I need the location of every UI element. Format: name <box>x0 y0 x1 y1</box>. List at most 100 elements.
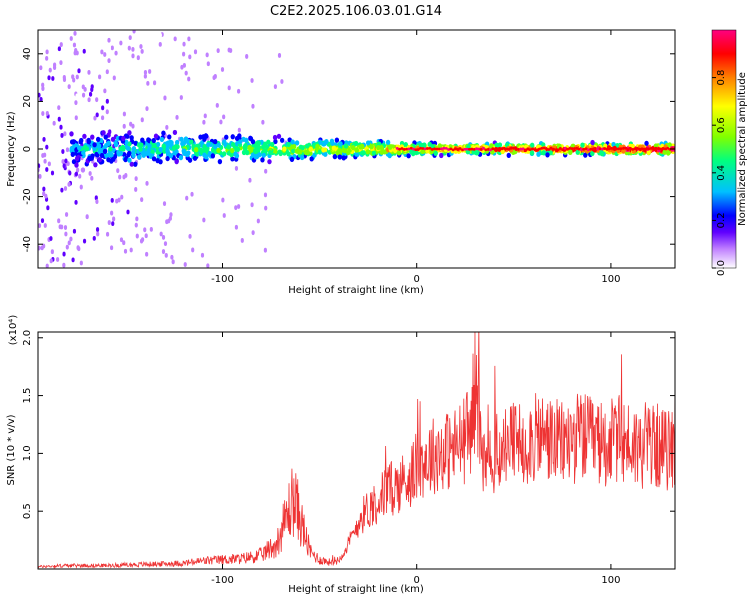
noise-point <box>129 99 134 105</box>
band-point <box>262 141 268 147</box>
noise-point <box>206 61 210 67</box>
band-point <box>253 148 258 155</box>
noise-point <box>149 226 153 232</box>
noise-point <box>47 75 51 81</box>
band-point <box>146 147 151 154</box>
band-point <box>276 133 282 139</box>
band-point <box>95 136 101 142</box>
band-core-point <box>638 147 642 151</box>
band-point <box>354 151 359 157</box>
noise-point <box>89 224 93 230</box>
band-point <box>161 130 166 136</box>
noise-point <box>182 51 186 57</box>
band-point <box>224 134 229 140</box>
noise-point <box>63 131 67 137</box>
band-core-point <box>593 148 597 152</box>
band-point <box>116 151 122 157</box>
band-point <box>192 155 198 161</box>
band-point <box>338 141 343 147</box>
noise-point <box>146 81 150 86</box>
noise-point <box>144 233 148 239</box>
noise-point <box>85 214 89 220</box>
noise-point <box>248 177 252 183</box>
band-point <box>77 145 82 151</box>
band-core-point <box>516 148 520 151</box>
band-point <box>279 137 285 143</box>
band-point <box>529 150 535 156</box>
noise-point <box>199 221 203 227</box>
band-point <box>118 146 123 152</box>
noise-point <box>187 36 191 42</box>
band-point <box>297 149 303 155</box>
band-core-point <box>426 147 430 150</box>
noise-point <box>129 185 133 191</box>
band-point <box>304 143 310 149</box>
band-point <box>129 161 134 167</box>
band-point <box>439 152 444 159</box>
band-point <box>87 156 93 162</box>
band-core-point <box>458 147 462 150</box>
noise-point <box>122 240 126 246</box>
band-point <box>536 151 541 157</box>
band-core-point <box>605 147 609 151</box>
noise-point <box>234 205 238 211</box>
noise-point <box>216 48 220 53</box>
noise-point <box>264 168 268 174</box>
figure-title: C2E2.2025.106.03.01.G14 <box>270 4 442 19</box>
band-point <box>151 156 157 162</box>
noise-point <box>259 103 263 109</box>
colorbar-label: Normalized spectral amplitude <box>737 72 748 226</box>
colorbar: 0.0 0.2 0.4 0.6 0.8 Normalized spectral ampl… <box>711 29 748 276</box>
noise-point <box>65 147 70 153</box>
noise-point <box>158 41 162 47</box>
snr-x-ticks: -100 0 100 <box>211 332 620 586</box>
band-point <box>379 144 384 151</box>
band-core-point <box>507 147 511 151</box>
noise-point <box>98 74 102 80</box>
spectrogram-y-axis-label: Frequency (Hz) <box>6 111 17 187</box>
x-tick-label: 0 <box>414 575 420 586</box>
band-point <box>125 145 131 151</box>
noise-point <box>132 30 136 34</box>
band-point <box>277 149 282 155</box>
noise-point <box>240 238 244 243</box>
noise-point <box>139 238 144 244</box>
band-point <box>103 142 109 149</box>
noise-point <box>74 199 78 205</box>
band-point <box>127 150 132 156</box>
band-point <box>337 154 343 160</box>
noise-point <box>57 218 61 224</box>
band-point <box>406 153 411 159</box>
band-point <box>247 144 252 151</box>
noise-point <box>69 236 73 242</box>
noise-point <box>220 67 225 72</box>
noise-point <box>249 221 253 227</box>
band-point <box>420 148 425 155</box>
noise-point <box>45 56 49 61</box>
band-point <box>474 150 480 156</box>
noise-point <box>67 110 71 116</box>
band-point <box>529 142 535 148</box>
band-core-point <box>479 148 483 151</box>
band-core-point <box>647 147 651 151</box>
noise-point <box>163 241 168 247</box>
noise-point <box>90 84 94 90</box>
noise-point <box>263 247 267 253</box>
noise-point <box>227 85 231 91</box>
band-point <box>387 144 393 150</box>
noise-point <box>71 257 75 263</box>
band-core-point <box>654 146 658 150</box>
noise-point <box>57 105 61 111</box>
band-core-point <box>449 147 453 151</box>
noise-point <box>77 68 81 74</box>
band-point <box>286 141 291 148</box>
band-core-point <box>493 147 497 151</box>
band-point <box>541 150 546 156</box>
noise-point <box>87 97 91 103</box>
noise-point <box>59 60 63 65</box>
noise-point <box>140 197 144 202</box>
noise-point <box>182 41 186 47</box>
band-core-point <box>626 148 630 151</box>
band-point <box>97 148 102 155</box>
